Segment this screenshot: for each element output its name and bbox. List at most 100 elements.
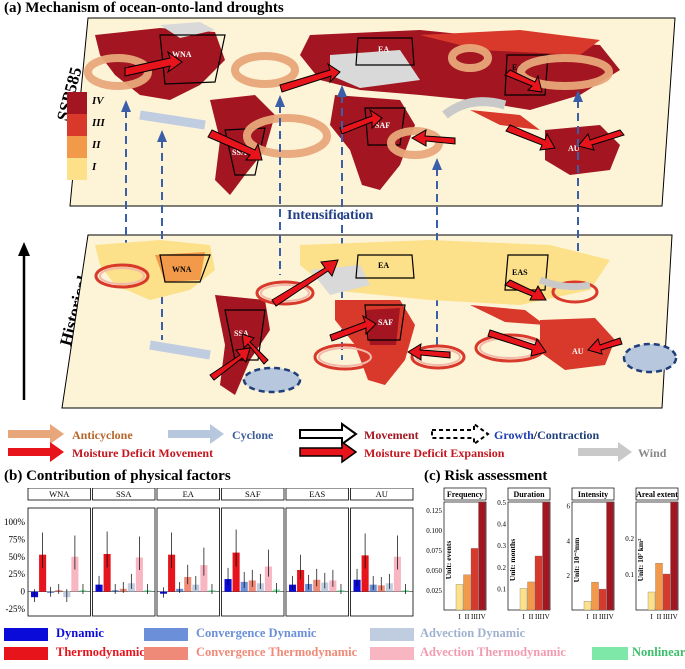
legend-cyclone: Cyclone <box>232 428 274 442</box>
growth-swatch <box>431 422 490 446</box>
risk-bar-i <box>455 584 464 611</box>
cyclone-swatch <box>168 424 224 444</box>
svg-text:WNA: WNA <box>172 265 192 274</box>
legend-growth-contraction: Growth/Contraction <box>494 428 599 443</box>
facet-frame <box>285 507 349 617</box>
historical-continents <box>95 240 615 395</box>
bar-thermodynamic <box>39 554 47 592</box>
panel-b-title: (b) Contribution of physical factors <box>4 468 231 484</box>
facet-frame <box>156 507 220 617</box>
risk-y-tick: 2 <box>567 572 571 580</box>
svg-text:EA: EA <box>378 261 389 270</box>
facet-header <box>350 488 414 501</box>
swatch-dynamic <box>4 628 48 641</box>
facet-frame <box>350 507 414 617</box>
risk-panel-header <box>443 487 487 501</box>
risk-x-tick: III <box>471 613 479 621</box>
legend-thermodynamic: Thermodynamic <box>56 645 145 659</box>
risk-y-tick: 0.050 <box>426 567 442 575</box>
risk-x-tick: IV <box>606 613 613 621</box>
risk-bar-iii <box>534 555 543 611</box>
swatch-advection-dynamic <box>370 628 414 641</box>
legend-convergence-dynamic: Convergence Dynamic <box>196 626 317 640</box>
bar-thermodynamic <box>297 570 305 592</box>
risk-y-tick: 0.1 <box>497 585 506 593</box>
risk-unit-label: Unit: 10⁷ km² <box>636 538 645 582</box>
facet-frame <box>92 507 156 617</box>
risk-panel-title: Intensity <box>578 490 608 499</box>
bar-advection-thermodynamic <box>393 556 401 592</box>
risk-y-tick: 6 <box>567 502 571 510</box>
severity-scale <box>67 92 87 180</box>
risk-bar-iii <box>662 573 671 611</box>
bar-advection-thermodynamic <box>264 566 272 592</box>
movement-swatch <box>299 422 358 446</box>
facet-label: EAS <box>309 489 325 499</box>
contribution-chart: 100% 75% 50% 25% 0 -25% WNA SSA EA SAF EAS AU <box>4 488 414 617</box>
svg-text:AU: AU <box>568 144 580 153</box>
risk-y-tick: 0.2 <box>625 535 634 543</box>
scale-label-ii: II <box>92 139 101 151</box>
bar-thermodynamic <box>103 553 111 592</box>
risk-bar-iv <box>670 501 678 611</box>
swatch-convergence-thermodynamic <box>144 647 188 660</box>
legend-convergence-thermodynamic: Convergence Thermodynamic <box>196 645 358 659</box>
facet-header <box>27 488 91 501</box>
scale-label-i: I <box>92 161 97 173</box>
legend-b: Dynamic Thermodynamic Convergence Dynami… <box>4 624 685 669</box>
legend-slash: / <box>533 428 538 442</box>
panel-a-title: (a) Mechanism of ocean-onto-land drought… <box>4 0 284 16</box>
swatch-nonlinear <box>592 647 628 660</box>
map-illustration: WNA EA EAS SAF SSA AU <box>18 17 678 409</box>
facet-frame <box>27 507 91 617</box>
legend-wind: Wind <box>638 446 667 460</box>
risk-panel-title: Duration <box>513 490 545 499</box>
intensification-label: Intensification <box>287 208 374 223</box>
bar-advection-thermodynamic <box>71 556 79 592</box>
risk-bar-iv <box>606 501 614 611</box>
swatch-convergence-dynamic <box>144 628 188 641</box>
risk-bar-ii <box>655 563 663 611</box>
bar-thermodynamic <box>232 552 240 592</box>
risk-y-tick: 0.4 <box>497 521 506 529</box>
risk-y-tick: 0.100 <box>426 527 442 535</box>
svg-text:SAF: SAF <box>375 121 390 130</box>
svg-text:SAF: SAF <box>378 318 393 327</box>
legend-growth: Growth <box>494 428 534 442</box>
bar-thermodynamic <box>361 555 369 592</box>
risk-unit-label: Unit: months <box>508 539 517 581</box>
facet-label: AU <box>376 489 388 499</box>
risk-x-tick: I <box>458 613 461 621</box>
risk-x-tick: I <box>650 613 653 621</box>
risk-bar-iii <box>598 588 607 611</box>
risk-x-tick: IV <box>478 613 485 621</box>
y-tick-label: 100% <box>4 517 26 527</box>
risk-y-tick: 0.025 <box>426 587 442 595</box>
facet-frame <box>221 507 285 617</box>
bar-convergence-thermodynamic <box>184 576 192 592</box>
bar-advection-thermodynamic <box>200 565 208 592</box>
svg-text:SSA: SSA <box>232 148 247 157</box>
risk-bar-ii <box>463 574 471 611</box>
risk-x-tick: II <box>465 613 470 621</box>
risk-unit-label: Unit: 10⁻⁵mm <box>572 537 581 582</box>
risk-bar-i <box>583 601 592 611</box>
legend-nonlinear: Nonlinear <box>632 645 685 659</box>
risk-y-tick: 0.125 <box>426 507 442 515</box>
bar-advection-thermodynamic <box>135 557 143 592</box>
y-tick-label: 75% <box>9 534 26 544</box>
risk-x-tick: IV <box>542 613 549 621</box>
risk-y-tick: 0.2 <box>497 564 506 572</box>
risk-panel-title: Frequency <box>447 490 483 499</box>
risk-y-tick: 0.1 <box>625 571 634 579</box>
risk-y-tick: 0.5 <box>497 499 506 507</box>
legend-movement: Movement <box>364 428 419 442</box>
risk-bar-i <box>519 588 528 611</box>
risk-x-tick: III <box>663 613 671 621</box>
risk-panel-header <box>635 487 679 501</box>
bar-thermodynamic <box>168 554 176 592</box>
anticyclone-swatch <box>8 424 64 444</box>
risk-x-tick: III <box>599 613 607 621</box>
facet-header <box>285 488 349 501</box>
facet-label: WNA <box>49 489 70 499</box>
